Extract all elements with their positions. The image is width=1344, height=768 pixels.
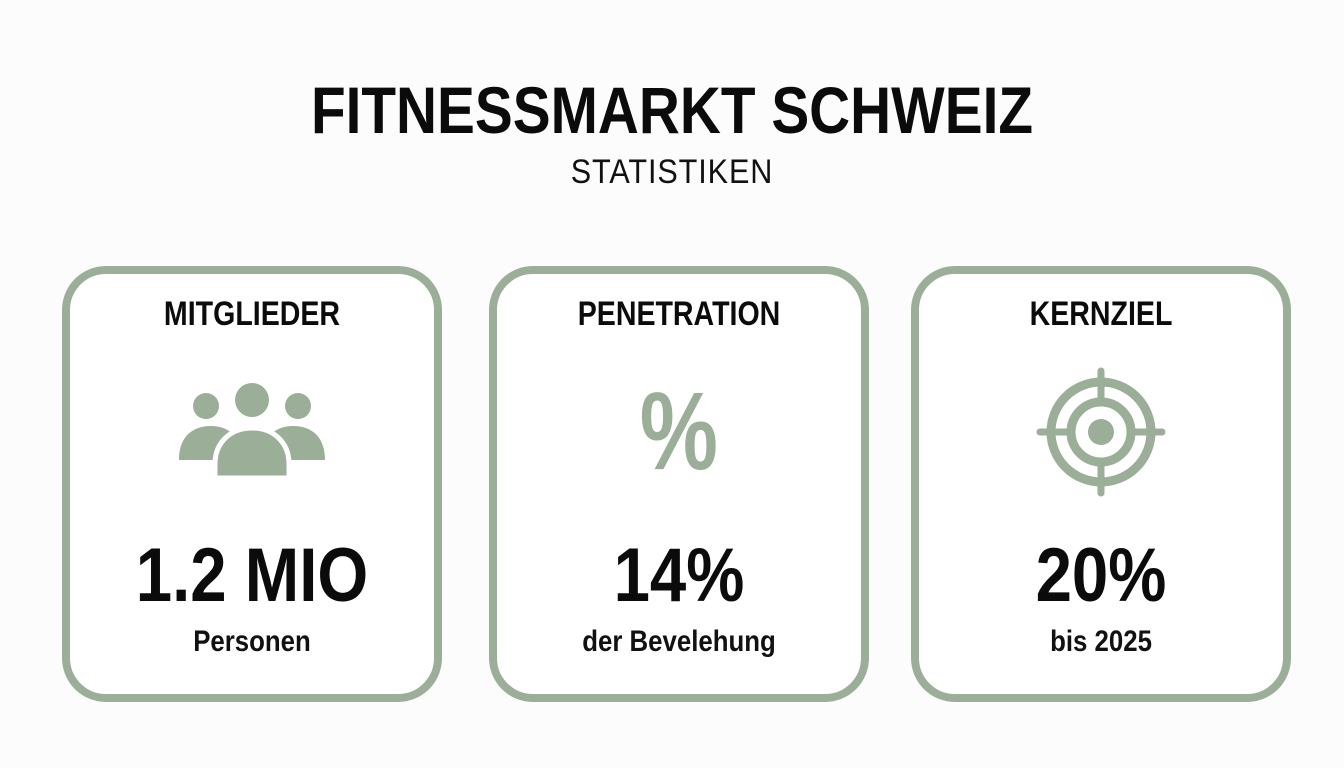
stat-caption: bis 2025 bbox=[1050, 625, 1152, 658]
target-icon bbox=[919, 367, 1283, 497]
people-group-icon bbox=[70, 372, 434, 492]
card-label: PENETRATION bbox=[577, 295, 781, 333]
stat-value: 20% bbox=[1035, 533, 1167, 618]
page-subtitle: STATISTIKEN bbox=[570, 153, 774, 191]
stat-caption: Personen bbox=[193, 625, 311, 658]
stat-card-mitglieder: MITGLIEDER 1.2 MIO Personen bbox=[62, 266, 442, 702]
stat-card-penetration: PENETRATION % 14% der Bevelehung bbox=[489, 266, 869, 702]
card-label: KERNZIEL bbox=[1029, 295, 1173, 333]
stat-value: 1.2 MIO bbox=[135, 533, 369, 618]
card-label: MITGLIEDER bbox=[163, 295, 341, 333]
stat-caption: der Bevelehung bbox=[582, 625, 776, 658]
stat-card-kernziel: KERNZIEL 20% bis 2025 bbox=[911, 266, 1291, 702]
percent-icon: % bbox=[639, 370, 719, 493]
stat-value: 14% bbox=[613, 533, 745, 618]
page-title: FITNESSMARKT SCHWEIZ bbox=[310, 73, 1034, 147]
